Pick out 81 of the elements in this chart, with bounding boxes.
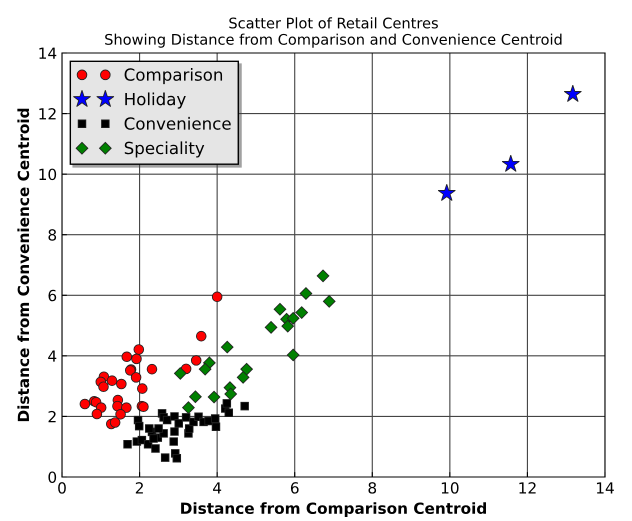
point	[172, 454, 182, 462]
legend-label: Speciality	[124, 141, 204, 158]
point	[210, 414, 220, 423]
y-tick-label: 2	[48, 410, 56, 422]
legend-label: Convenience	[124, 116, 231, 130]
point	[137, 383, 148, 394]
x-tick-label: 8	[368, 482, 376, 494]
point	[121, 351, 132, 362]
point	[438, 184, 456, 201]
point	[502, 154, 520, 172]
point	[189, 390, 202, 404]
point	[174, 367, 187, 380]
point	[131, 354, 142, 364]
point	[182, 413, 190, 422]
point	[322, 295, 336, 308]
legend-label: Holiday	[125, 92, 186, 109]
y-tick-label: 10	[39, 168, 56, 180]
point	[564, 84, 582, 102]
point	[145, 424, 154, 433]
point	[162, 416, 172, 424]
x-tick-label: 0	[58, 482, 66, 494]
point	[170, 412, 179, 421]
y-tick-label: 14	[39, 48, 56, 59]
point	[182, 401, 195, 414]
y-tick-label: 8	[48, 229, 56, 241]
point	[151, 444, 160, 453]
point	[170, 427, 179, 436]
x-tick-label: 10	[442, 482, 459, 494]
point	[286, 348, 300, 362]
point	[295, 306, 308, 319]
x-tick-label: 12	[519, 482, 536, 494]
y-tick-label: 12	[39, 108, 56, 120]
point	[208, 390, 220, 404]
point	[134, 422, 144, 430]
x-axis-title: Distance from Comparison Centroid	[181, 502, 486, 517]
point	[121, 402, 132, 413]
y-tick-label: 4	[48, 350, 56, 362]
point	[130, 372, 142, 383]
point	[316, 270, 330, 282]
point	[222, 399, 232, 408]
point	[212, 422, 220, 431]
point	[212, 292, 222, 302]
point	[196, 330, 207, 342]
point	[98, 381, 109, 392]
point	[240, 402, 249, 410]
point	[300, 287, 312, 300]
point	[80, 398, 90, 410]
y-tick-label: 6	[48, 290, 56, 302]
point	[286, 312, 300, 325]
point	[149, 434, 158, 443]
point	[274, 302, 286, 316]
point	[236, 371, 250, 384]
x-tick-label: 4	[213, 482, 222, 494]
point	[106, 375, 118, 386]
point	[224, 408, 234, 418]
x-tick-label: 2	[136, 482, 143, 494]
point	[160, 453, 170, 462]
point	[220, 340, 234, 354]
x-tick-label: 6	[290, 482, 299, 494]
y-axis-title: Distance from Convenience Centroid	[17, 108, 30, 422]
point	[190, 355, 202, 366]
point	[134, 344, 144, 355]
point	[110, 417, 120, 428]
point	[146, 364, 158, 374]
point	[264, 321, 278, 334]
point	[174, 419, 183, 428]
point	[169, 437, 178, 446]
point	[92, 408, 102, 420]
point	[123, 440, 132, 449]
point	[198, 362, 212, 376]
point	[184, 424, 194, 433]
point	[240, 362, 253, 376]
point	[115, 409, 126, 420]
point	[224, 388, 238, 400]
y-tick-label: 0	[48, 471, 56, 484]
x-tick-label: 14	[596, 482, 614, 494]
point	[116, 378, 127, 390]
chart-title: Scatter Plot of Retail Centres Showing Distance from Comparison and Convenience Centroid	[105, 17, 562, 48]
legend-label: Comparison	[124, 68, 222, 84]
point	[281, 320, 294, 332]
point	[154, 424, 163, 433]
